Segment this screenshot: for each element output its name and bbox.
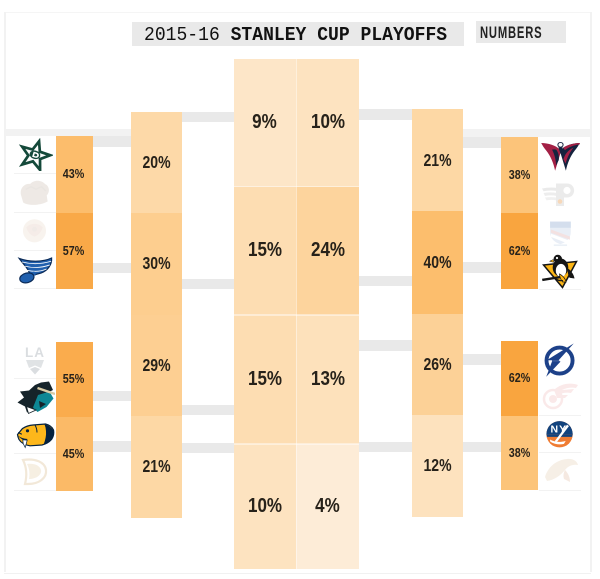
svg-text:Y: Y: [559, 423, 566, 435]
svg-text:N: N: [550, 423, 558, 435]
svg-text:LA: LA: [25, 345, 45, 360]
